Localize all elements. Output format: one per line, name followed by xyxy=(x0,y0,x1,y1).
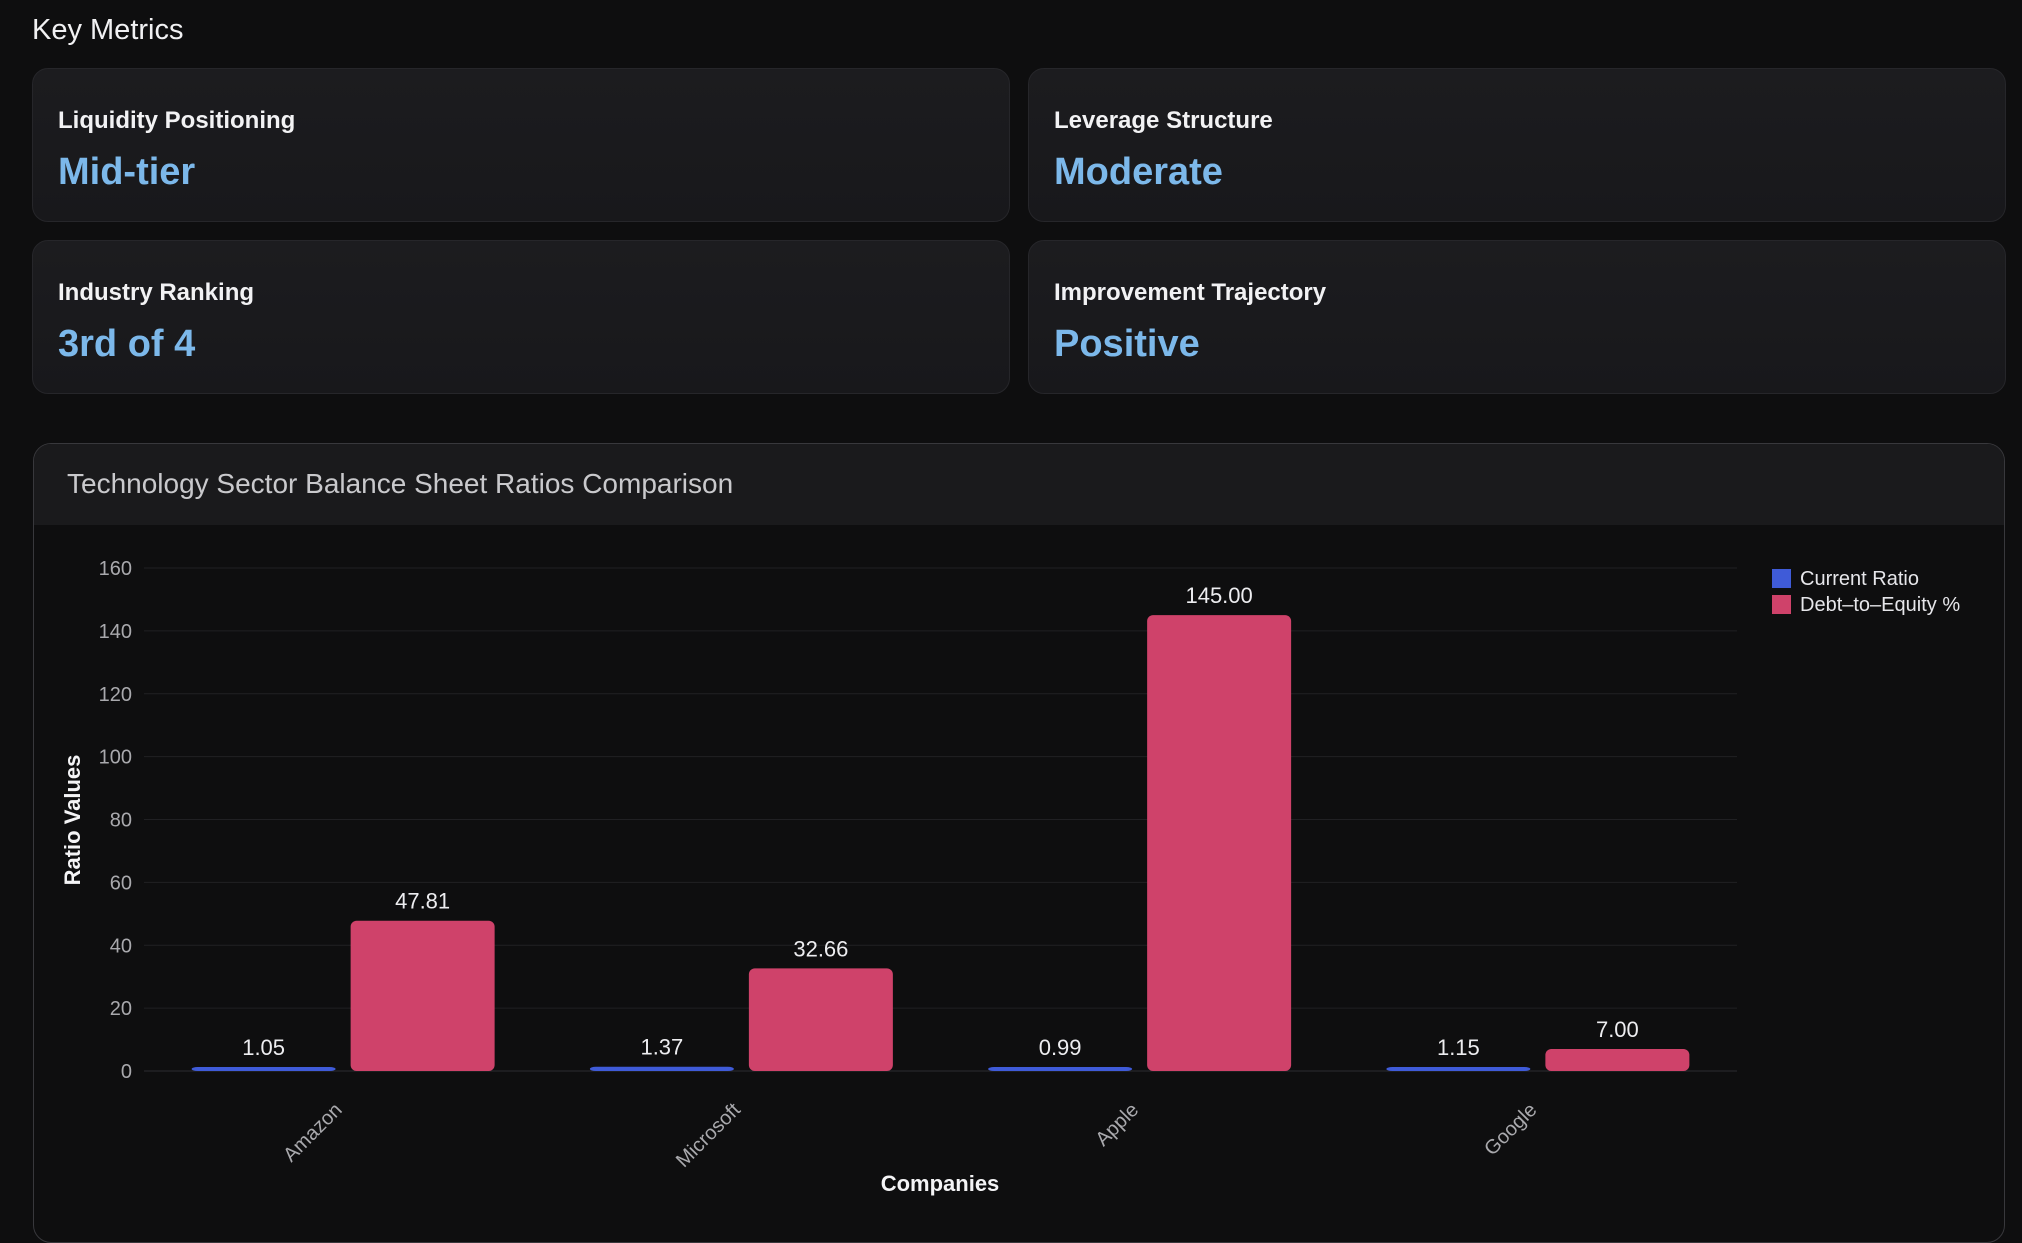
metric-value: 3rd of 4 xyxy=(58,323,196,365)
data-label: 1.15 xyxy=(1437,1035,1480,1060)
metric-value: Moderate xyxy=(1054,151,1223,193)
data-label: 1.05 xyxy=(242,1035,285,1060)
legend-label: Current Ratio xyxy=(1800,568,1919,590)
metric-card-leverage: Leverage Structure Moderate xyxy=(1028,68,2006,222)
legend-swatch xyxy=(1772,569,1791,588)
data-label: 145.00 xyxy=(1185,583,1252,608)
y-tick-label: 80 xyxy=(110,810,132,832)
bar-chart: 0 20 40 60 80 100 120 140 160 1.05 47.81 Amazon 1.37… xyxy=(60,558,1960,1196)
chart-panel: Technology Sector Balance Sheet Ratios C… xyxy=(33,443,2005,1243)
bar-debt-to-equity xyxy=(350,920,495,1071)
x-tick-label: Microsoft xyxy=(672,1099,745,1172)
bar-current-ratio xyxy=(1386,1067,1531,1071)
metric-card-trajectory: Improvement Trajectory Positive xyxy=(1028,240,2006,394)
y-tick-label: 120 xyxy=(99,684,132,706)
bar-current-ratio xyxy=(988,1067,1133,1071)
metric-label: Liquidity Positioning xyxy=(58,107,296,134)
data-label: 1.37 xyxy=(640,1035,683,1060)
y-axis-title: Ratio Values xyxy=(60,755,85,886)
x-tick-label: Apple xyxy=(1091,1099,1143,1151)
y-tick-label: 20 xyxy=(110,998,132,1020)
metric-label: Improvement Trajectory xyxy=(1054,279,1327,306)
bar-current-ratio xyxy=(589,1066,734,1071)
legend-label: Debt–to–Equity % xyxy=(1800,594,1960,616)
x-tick-label: Amazon xyxy=(279,1099,346,1166)
chart-header: Technology Sector Balance Sheet Ratios C… xyxy=(34,444,2004,525)
metric-value: Mid-tier xyxy=(58,151,196,193)
x-tick-label: Google xyxy=(1480,1099,1541,1160)
y-tick-label: 160 xyxy=(99,558,132,580)
section-title: Key Metrics xyxy=(32,14,184,46)
y-tick-label: 0 xyxy=(121,1061,132,1083)
data-label: 32.66 xyxy=(793,936,848,961)
y-tick-label: 40 xyxy=(110,935,132,957)
metric-label: Industry Ranking xyxy=(58,279,255,306)
bar-debt-to-equity xyxy=(748,968,893,1071)
data-label: 7.00 xyxy=(1596,1017,1639,1042)
metric-value: Positive xyxy=(1054,323,1200,365)
legend-swatch xyxy=(1772,595,1791,614)
metric-card-liquidity: Liquidity Positioning Mid-tier xyxy=(32,68,1010,222)
chart-title: Technology Sector Balance Sheet Ratios C… xyxy=(67,468,734,499)
bar-debt-to-equity xyxy=(1545,1048,1690,1071)
data-label: 47.81 xyxy=(395,889,450,914)
y-tick-label: 140 xyxy=(99,621,132,643)
y-tick-label: 60 xyxy=(110,872,132,894)
metric-label: Leverage Structure xyxy=(1054,107,1273,134)
data-label: 0.99 xyxy=(1039,1035,1082,1060)
metric-card-ranking: Industry Ranking 3rd of 4 xyxy=(32,240,1010,394)
bar-debt-to-equity xyxy=(1147,615,1292,1071)
bar-current-ratio xyxy=(191,1067,336,1071)
y-tick-label: 100 xyxy=(99,747,132,769)
x-axis-title: Companies xyxy=(881,1171,1000,1196)
